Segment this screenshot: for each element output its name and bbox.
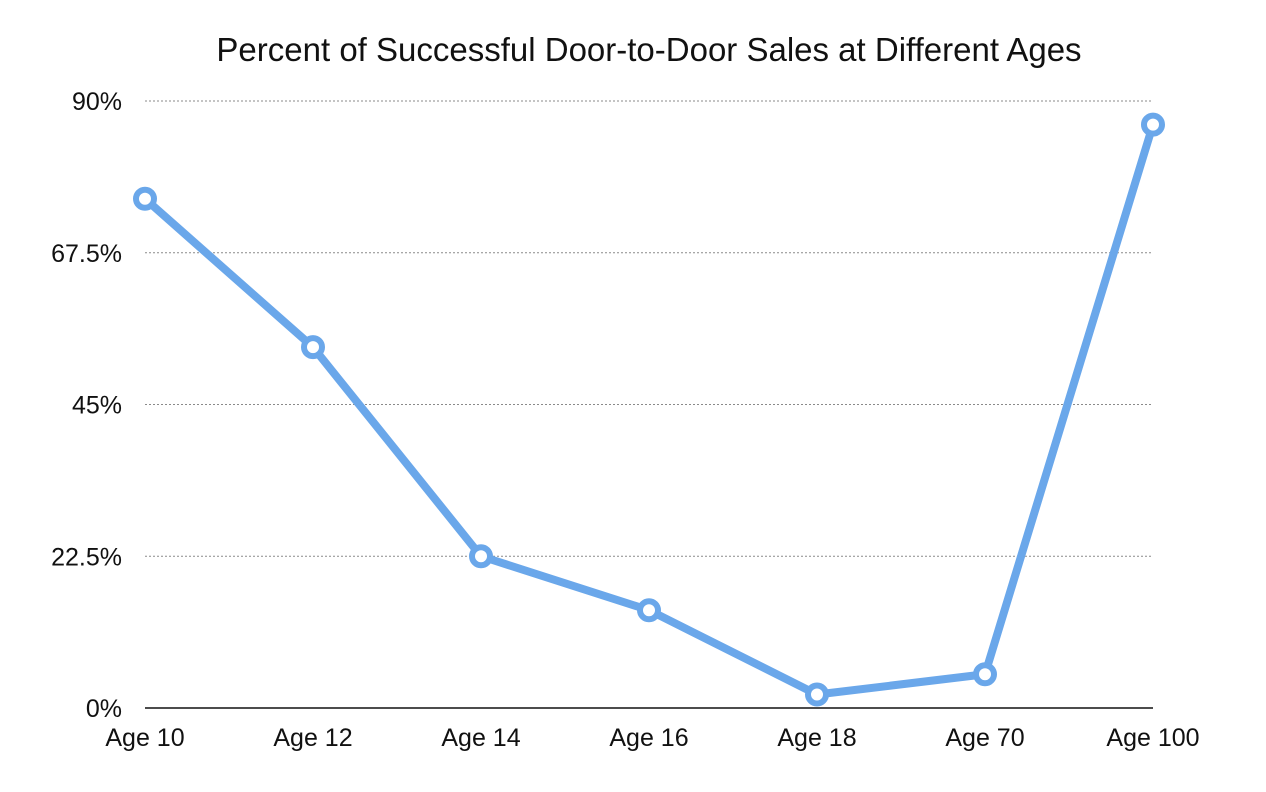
x-tick-label: Age 70	[945, 724, 1024, 752]
data-point	[1141, 112, 1165, 137]
chart-title: Percent of Successful Door-to-Door Sales…	[216, 31, 1081, 68]
x-tick-label: Age 14	[441, 724, 520, 752]
y-tick-label: 45%	[72, 392, 122, 420]
data-point	[973, 662, 997, 687]
data-point	[805, 682, 829, 707]
x-tick-label: Age 12	[273, 724, 352, 752]
x-tick-label: Age 16	[609, 724, 688, 752]
series	[133, 112, 1165, 707]
data-point	[637, 598, 661, 623]
y-tick-label: 22.5%	[51, 543, 122, 571]
data-point	[469, 544, 493, 569]
y-tick-label: 67.5%	[51, 240, 122, 268]
x-tick-label: Age 18	[777, 724, 856, 752]
y-tick-label: 0%	[86, 695, 122, 723]
y-tick-labels: 0% 22.5% 45% 67.5% 90%	[51, 88, 122, 723]
x-tick-labels: Age 10 Age 12 Age 14 Age 16 Age 18 Age 70 Age …	[105, 724, 1199, 752]
x-tick-label: Age 100	[1106, 724, 1199, 752]
data-point	[301, 335, 325, 360]
data-point	[133, 186, 157, 211]
x-tick-label: Age 10	[105, 724, 184, 752]
gridlines	[145, 100, 1153, 557]
y-tick-label: 90%	[72, 88, 122, 116]
